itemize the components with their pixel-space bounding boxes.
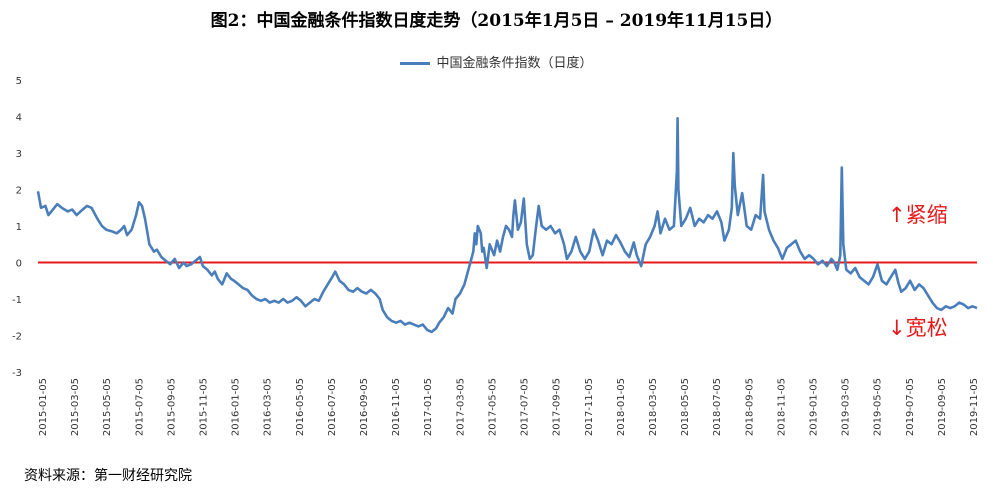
- x-tick-label: 2018-09-05: [744, 378, 755, 436]
- x-tick-label: 2016-09-05: [359, 378, 370, 436]
- y-tick-label: 3: [16, 149, 22, 160]
- x-tick-label: 2015-03-05: [70, 378, 81, 436]
- x-tick-label: 2017-03-05: [455, 378, 466, 436]
- y-tick-label: 5: [16, 76, 22, 87]
- y-tick-label: 2: [16, 186, 22, 197]
- x-tick-label: 2016-11-05: [391, 378, 402, 436]
- x-tick-label: 2019-11-05: [969, 378, 980, 436]
- x-tick-label: 2019-03-05: [841, 378, 852, 436]
- x-tick-label: 2015-09-05: [166, 378, 177, 436]
- x-tick-label: 2019-05-05: [873, 378, 884, 436]
- legend-label: 中国金融条件指数（日度）: [436, 56, 593, 71]
- x-tick-label: 2018-05-05: [680, 378, 691, 436]
- y-tick-label: -2: [12, 332, 22, 343]
- series-line: [36, 117, 978, 334]
- y-tick-label: 4: [16, 113, 22, 124]
- easing-annotation: ↓宽松: [888, 316, 948, 340]
- x-axis: 2015-01-05 2015-03-05 2015-05-05 2015-07-05…: [38, 378, 980, 436]
- x-tick-label: 2015-01-05: [38, 378, 49, 436]
- x-tick-label: 2019-07-05: [905, 378, 916, 436]
- x-tick-label: 2018-07-05: [712, 378, 723, 436]
- x-tick-label: 2017-05-05: [487, 378, 498, 436]
- y-tick-label: -3: [12, 368, 22, 379]
- x-tick-label: 2018-03-05: [648, 378, 659, 436]
- source-note: 资料来源：第一财经研究院: [24, 468, 192, 484]
- x-tick-label: 2015-11-05: [199, 378, 210, 436]
- y-tick-label: -1: [12, 295, 22, 306]
- y-tick-label: 0: [16, 259, 22, 270]
- x-tick-label: 2019-09-05: [937, 378, 948, 436]
- x-tick-label: 2016-03-05: [263, 378, 274, 436]
- legend-swatch: [400, 62, 431, 65]
- x-tick-label: 2017-07-05: [520, 378, 531, 436]
- x-tick-label: 2017-01-05: [423, 378, 434, 436]
- legend: 中国金融条件指数（日度）: [0, 52, 993, 71]
- x-tick-label: 2018-01-05: [616, 378, 627, 436]
- x-tick-label: 2018-11-05: [776, 378, 787, 436]
- x-tick-label: 2016-01-05: [231, 378, 242, 436]
- tightening-annotation: ↑紧缩: [888, 203, 948, 227]
- y-axis: -3 -2 -1 0 1 2 3 4 5: [12, 76, 22, 379]
- x-tick-label: 2015-05-05: [102, 378, 113, 436]
- x-tick-label: 2019-01-05: [808, 378, 819, 436]
- y-tick-label: 1: [16, 222, 22, 233]
- chart-title: 图2：中国金融条件指数日度走势（2015年1月5日 – 2019年11月15日）: [210, 11, 783, 31]
- x-tick-label: 2017-11-05: [584, 378, 595, 436]
- x-tick-label: 2017-09-05: [552, 378, 563, 436]
- x-tick-label: 2016-07-05: [327, 378, 338, 436]
- x-tick-label: 2016-05-05: [295, 378, 306, 436]
- x-tick-label: 2015-07-05: [134, 378, 145, 436]
